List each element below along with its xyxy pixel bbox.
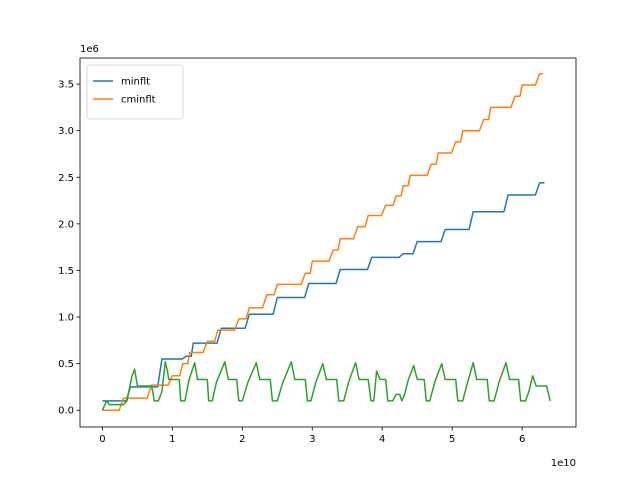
legend: minflt cminflt	[86, 64, 184, 120]
y-tick-label: 2.0	[58, 219, 74, 230]
y-tick-label: 3.0	[58, 126, 74, 137]
axes: 0 1 2 3 4 5 6 0.0 0.5 1.0 1.5 2.0 2.5 3.0 3.5	[58, 57, 577, 445]
series-line-series-3	[101, 361, 551, 411]
legend-label-minflt: minflt	[121, 77, 150, 88]
x-tick-label: 0	[99, 434, 105, 445]
x-axis-offset-label: 1e10	[551, 458, 576, 469]
y-axis-offset-label: 1e6	[80, 44, 99, 55]
x-tick-label: 3	[309, 434, 315, 445]
plot-frame	[79, 57, 577, 428]
x-tick-label: 5	[449, 434, 455, 445]
y-tick-label: 0.5	[58, 359, 74, 370]
y-tick-label: 1.0	[58, 313, 74, 324]
legend-label-cminflt: cminflt	[121, 95, 156, 106]
series-line-cminflt	[102, 73, 544, 411]
x-tick-label: 2	[239, 434, 245, 445]
y-tick-label: 2.5	[58, 173, 74, 184]
x-tick-label: 6	[519, 434, 525, 445]
y-tick-label: 0.0	[58, 406, 74, 417]
y-tick-label: 3.5	[58, 80, 74, 91]
x-tick-label: 1	[169, 434, 175, 445]
series-line-minflt	[102, 182, 545, 402]
plot-area	[101, 73, 551, 411]
legend-box	[86, 64, 184, 120]
x-tick-label: 4	[379, 434, 385, 445]
y-tick-label: 1.5	[58, 266, 74, 277]
